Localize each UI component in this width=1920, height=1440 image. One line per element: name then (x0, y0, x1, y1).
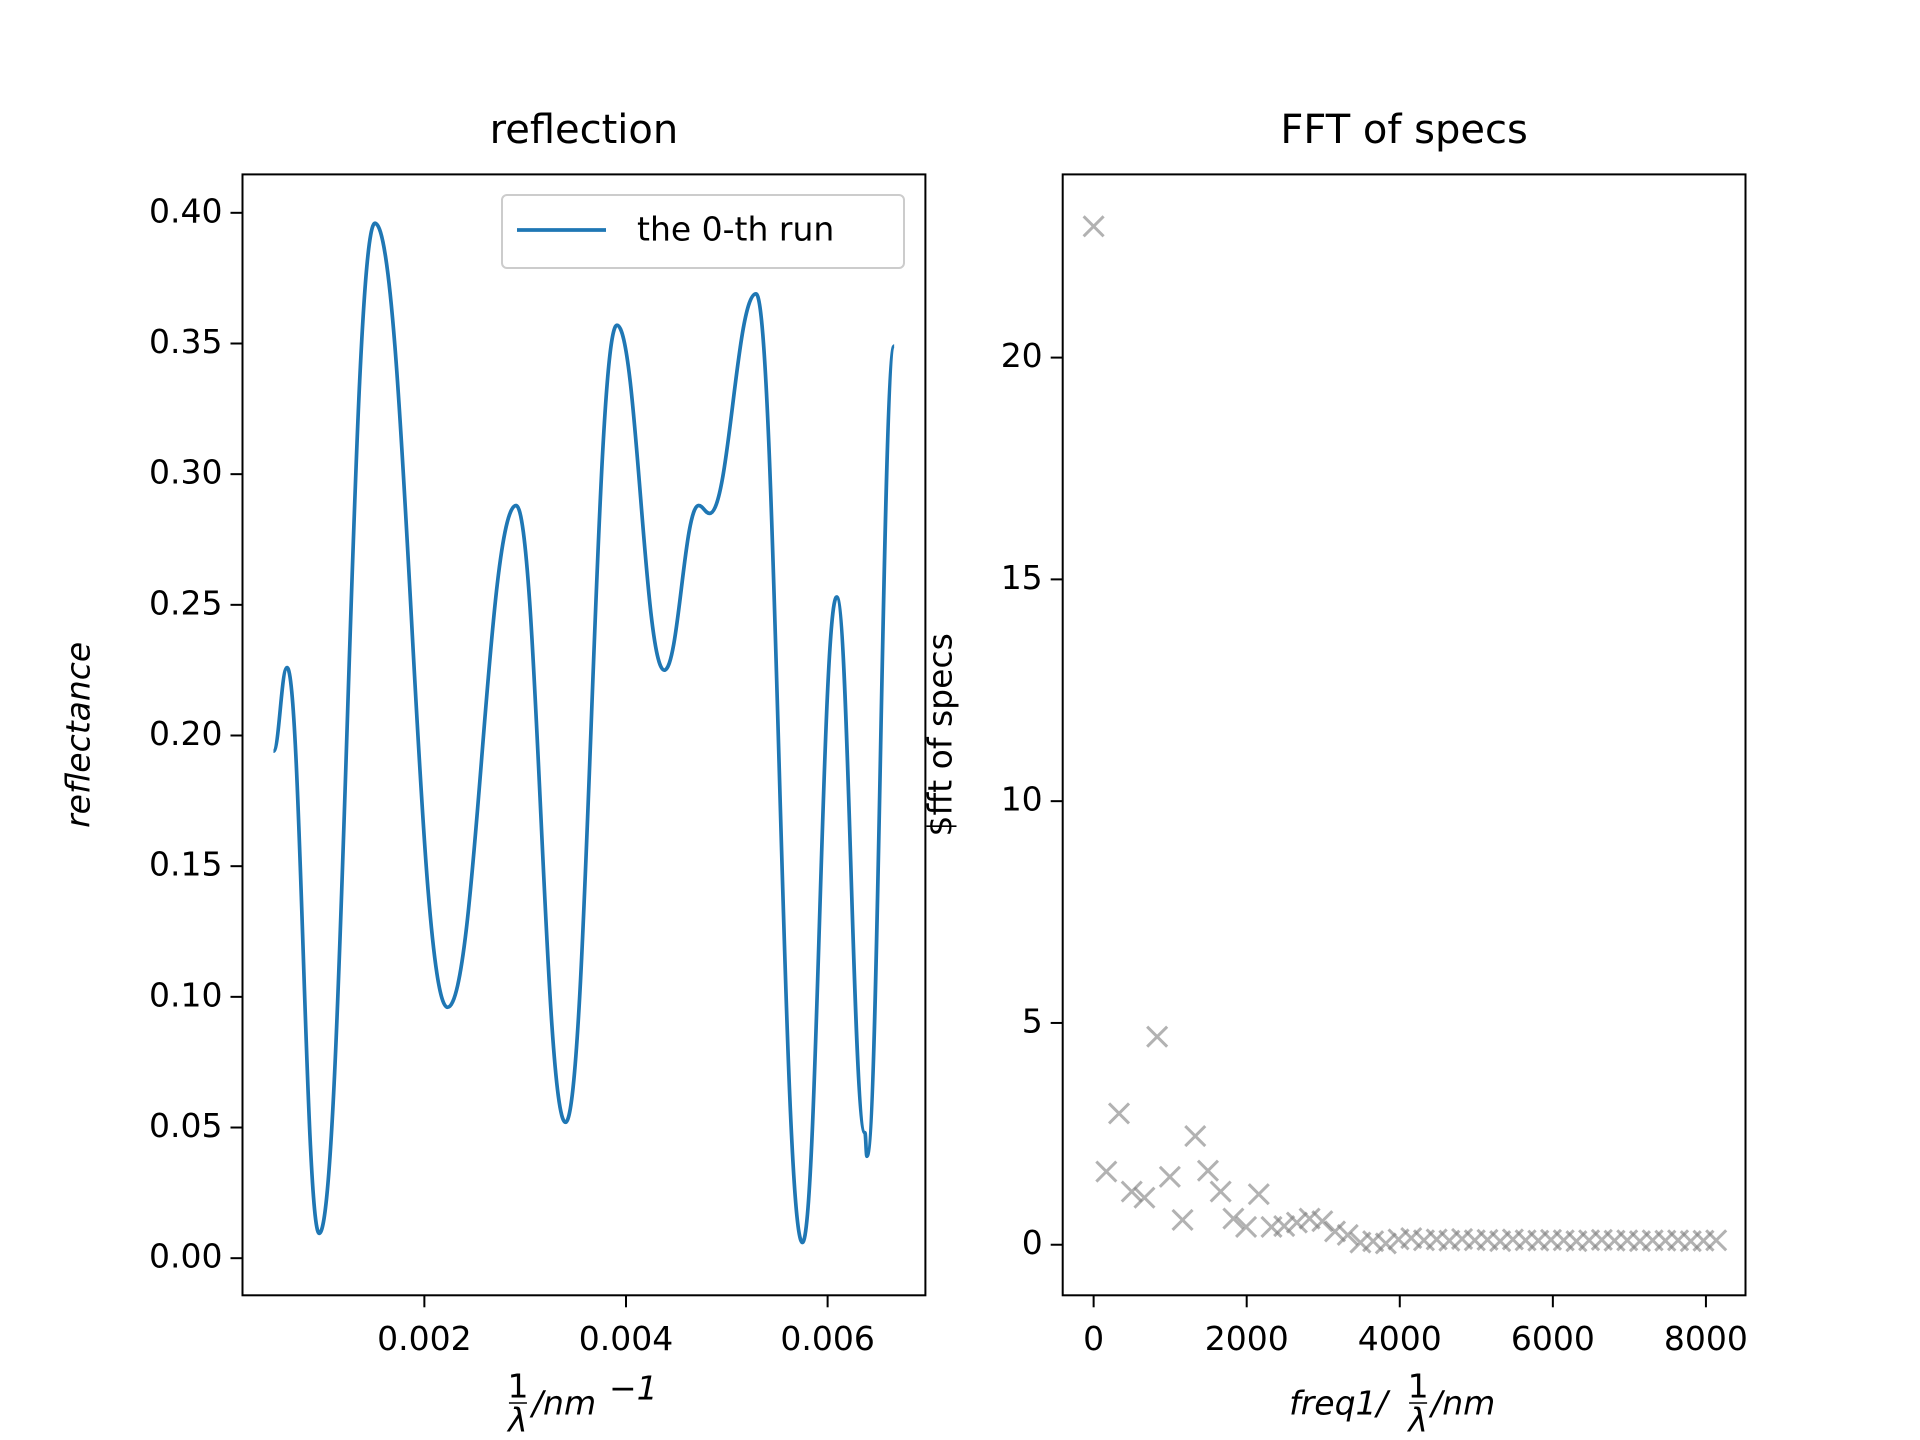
x-marker (1705, 1229, 1728, 1252)
x-tick-label: 0.002 (377, 1319, 471, 1358)
x-marker (1158, 1165, 1181, 1188)
line-series (271, 221, 896, 1245)
axes-frame (241, 173, 927, 1297)
y-tick-label: 0.20 (149, 714, 222, 753)
y-tick-label: 0 (1022, 1223, 1043, 1262)
x-label-part: λ (1406, 1401, 1428, 1440)
x-label-part: freq1/ (1289, 1384, 1391, 1423)
x-tick-label: 0.004 (579, 1319, 673, 1358)
x-marker (1184, 1124, 1207, 1148)
x-label-part: −1 (609, 1369, 658, 1408)
x-marker (1222, 1207, 1245, 1230)
x-marker (1235, 1215, 1258, 1239)
x-marker (1196, 1159, 1220, 1182)
x-marker (1209, 1180, 1232, 1203)
x-label-part: 1 (507, 1367, 528, 1406)
y-axis-label: reflectance (59, 642, 98, 828)
x-marker (1285, 1211, 1308, 1234)
y-tick-label: 0.10 (149, 975, 222, 1014)
y-tick-label: 15 (1001, 558, 1043, 597)
x-label-part: /nm (1428, 1384, 1495, 1423)
x-tick-label: 2000 (1205, 1319, 1289, 1358)
x-label-part: λ (506, 1401, 528, 1440)
chart-title: FFT of specs (1280, 107, 1527, 153)
x-marker (1171, 1208, 1194, 1231)
x-marker (1247, 1183, 1270, 1206)
x-tick-label: 4000 (1358, 1319, 1442, 1358)
y-tick-label: 0.40 (149, 191, 222, 230)
x-marker (1082, 215, 1105, 238)
y-tick-label: 0.00 (149, 1237, 222, 1276)
x-marker (1336, 1223, 1359, 1247)
x-marker (1273, 1215, 1296, 1238)
x-label-part: 1 (1408, 1367, 1429, 1406)
x-marker (1095, 1160, 1118, 1183)
y-tick-label: 10 (1001, 780, 1043, 819)
y-tick-label: 5 (1022, 1001, 1043, 1040)
x-marker (1374, 1232, 1397, 1255)
y-tick-label: 0.25 (149, 583, 222, 622)
x-label-part: /nm (529, 1384, 596, 1423)
x-marker (1120, 1180, 1143, 1203)
x-axis-label: freq1/1λ/nm (1289, 1367, 1495, 1440)
x-marker (1107, 1102, 1131, 1125)
x-marker (1311, 1210, 1334, 1233)
x-marker (1133, 1186, 1156, 1209)
y-axis-label: $fft of specs (921, 633, 960, 836)
y-tick-label: 0.30 (149, 453, 222, 492)
y-tick-label: 0.35 (149, 322, 222, 361)
y-tick-label: 0.05 (149, 1106, 222, 1145)
chart-title: reflection (490, 107, 679, 153)
x-tick-label: 6000 (1511, 1319, 1595, 1358)
y-tick-label: 0.15 (149, 845, 222, 884)
y-tick-label: 20 (1001, 336, 1043, 375)
x-marker (1146, 1025, 1169, 1048)
axes-frame (1061, 173, 1747, 1297)
x-tick-label: 0 (1083, 1319, 1104, 1358)
x-axis-label: 1λ/nm −1 (506, 1367, 657, 1440)
x-tick-label: 0.006 (780, 1319, 874, 1358)
legend-label: the 0-th run (637, 210, 834, 249)
legend-box (501, 194, 905, 269)
x-marker (1323, 1220, 1347, 1243)
x-tick-label: 8000 (1664, 1319, 1748, 1358)
